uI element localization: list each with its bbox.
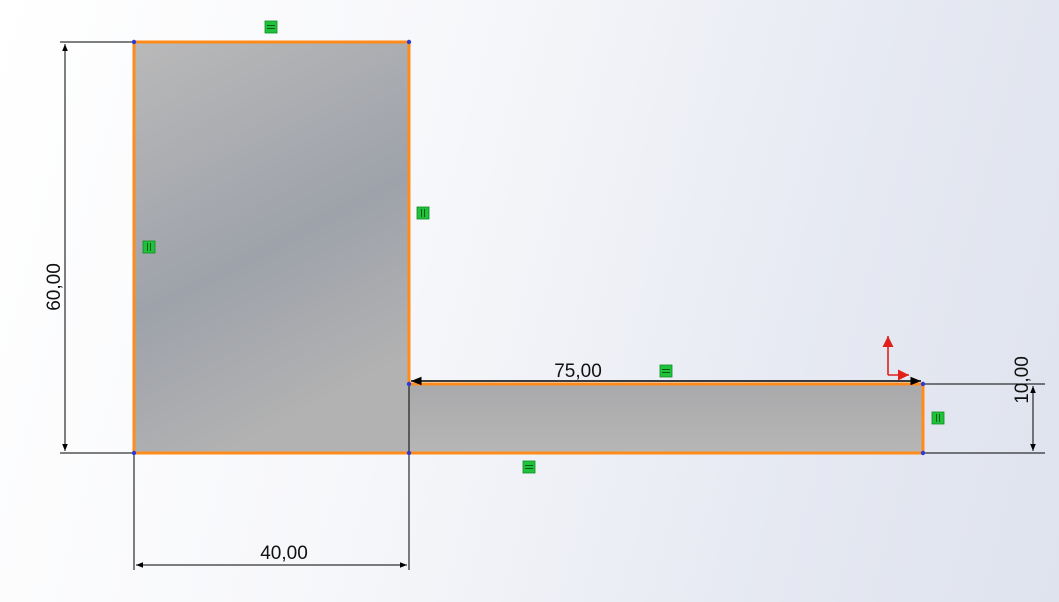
dimension-text-flange-thickness[interactable]: 10,00 (1012, 356, 1033, 404)
vertical-relation-icon[interactable] (142, 240, 156, 254)
flange-face (409, 384, 923, 453)
horizontal-relation-icon[interactable] (264, 20, 278, 34)
web-face (134, 42, 410, 453)
vertical-relation-icon[interactable] (931, 411, 945, 425)
dimension-text-height[interactable]: 60,00 (44, 263, 65, 311)
sketch-vertices[interactable] (131, 39, 926, 456)
vertex (406, 450, 412, 456)
horizontal-relation-icon[interactable] (522, 460, 536, 474)
vertex (131, 450, 137, 456)
vertical-relation-icon[interactable] (416, 206, 430, 220)
vertex (920, 381, 926, 387)
vertex (406, 39, 412, 45)
horizontal-relation-icon[interactable] (659, 364, 673, 378)
dimension-text-flange-length[interactable]: 75,00 (554, 361, 602, 382)
vertex (406, 381, 412, 387)
vertex (920, 450, 926, 456)
vertex (131, 39, 137, 45)
dimension-text-web-width[interactable]: 40,00 (260, 543, 308, 564)
origin-axis-icon (882, 336, 909, 381)
